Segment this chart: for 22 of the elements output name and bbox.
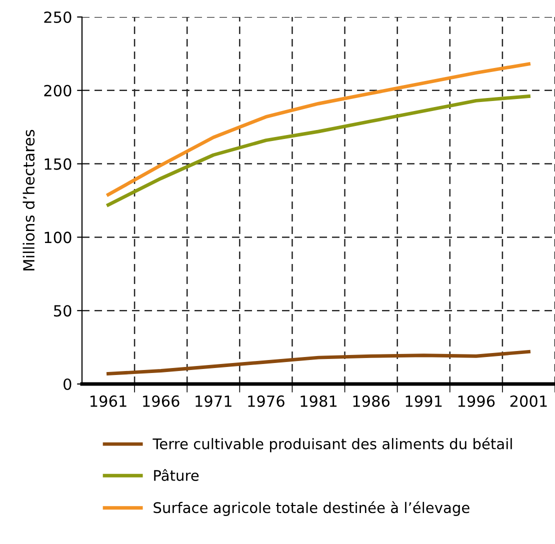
x-tick-label: 1986 bbox=[353, 395, 390, 407]
y-axis-title: Millions d’hectares bbox=[22, 130, 35, 270]
x-tick-label: 1996 bbox=[458, 395, 495, 407]
x-tick-label: 2001 bbox=[510, 395, 547, 407]
x-tick-label: 1961 bbox=[90, 395, 126, 407]
y-tick-label: 0 bbox=[64, 378, 72, 390]
y-tick-label: 100 bbox=[44, 232, 72, 244]
x-tick-label: 1971 bbox=[196, 395, 232, 407]
legend-label: Surface agricole totale destinée à l’élevage bbox=[154, 501, 470, 516]
x-tick-label: 1976 bbox=[248, 395, 284, 407]
x-tick-label: 1991 bbox=[406, 395, 442, 407]
line-series bbox=[106, 94, 530, 207]
y-tick-label: 250 bbox=[44, 11, 72, 24]
y-tick-label: 150 bbox=[44, 158, 72, 170]
legend-label: Pâture bbox=[154, 469, 199, 481]
x-tick-label: 1981 bbox=[300, 395, 337, 407]
y-tick-label: 200 bbox=[44, 84, 72, 96]
x-tick-label: 1966 bbox=[143, 395, 180, 407]
y-tick-label: 50 bbox=[54, 305, 72, 317]
line-series bbox=[106, 62, 530, 196]
legend-label: Terre cultivable produisant des aliments du bétail bbox=[152, 437, 512, 452]
line-series bbox=[106, 350, 530, 376]
